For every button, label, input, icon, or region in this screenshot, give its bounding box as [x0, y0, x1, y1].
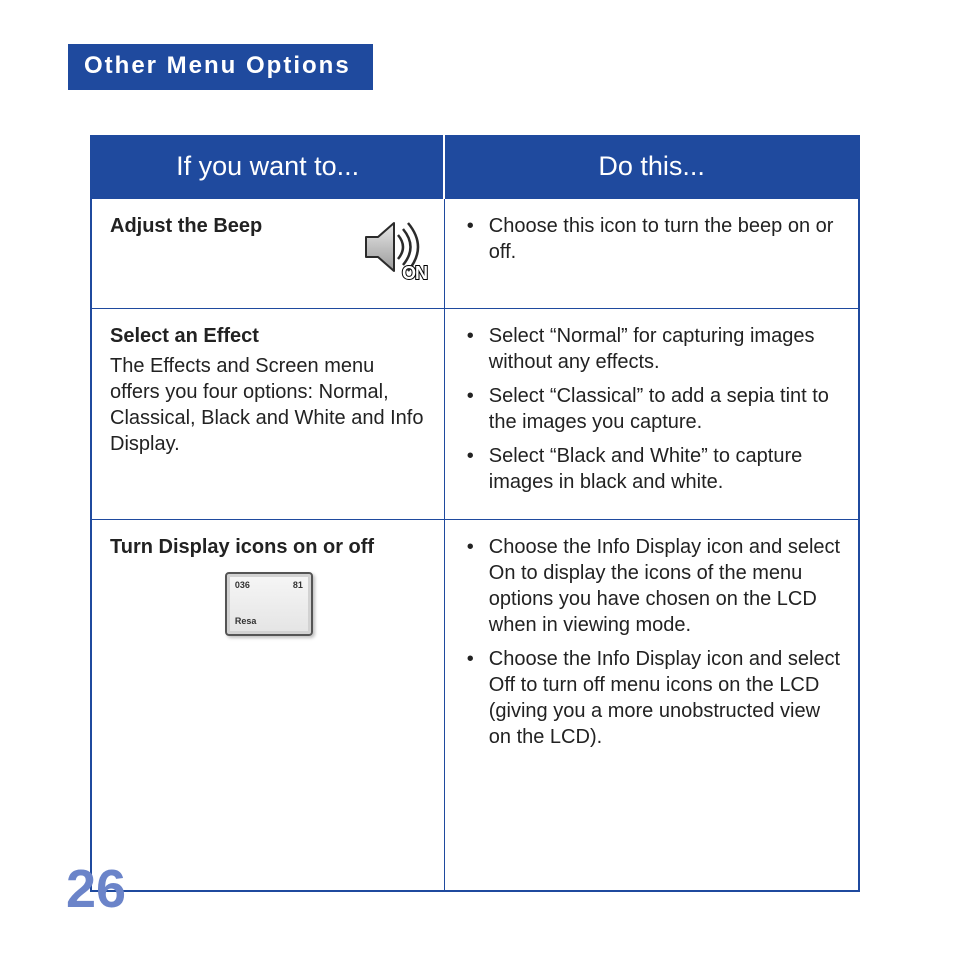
bullet-item: Select “Normal” for capturing images wit…	[463, 323, 842, 375]
lcd-info-icon: 036 81 Resa	[225, 572, 313, 636]
row-body: The Effects and Screen menu offers you f…	[110, 353, 428, 457]
bullet-item: Choose this icon to turn the beep on or …	[463, 213, 842, 265]
page-number: 26	[66, 858, 126, 920]
bullet-item: Select “Black and White” to capture imag…	[463, 443, 842, 495]
table-row: Turn Display icons on or off 036 81 Resa	[91, 520, 859, 892]
bullet-item: Select “Classical” to add a sepia tint t…	[463, 383, 842, 435]
lcd-top-left: 036	[235, 580, 250, 592]
row-title: Adjust the Beep	[110, 213, 262, 239]
table-row: Adjust the Beep	[91, 199, 859, 309]
bullet-list: Choose the Info Display icon and select …	[463, 534, 842, 750]
bullet-list: Choose this icon to turn the beep on or …	[463, 213, 842, 265]
speaker-on-icon: ON	[356, 213, 428, 292]
header-if-you-want-to: If you want to...	[91, 136, 444, 199]
table-header-row: If you want to... Do this...	[91, 136, 859, 199]
row-title: Select an Effect	[110, 323, 428, 349]
row-left-cell: Select an Effect The Effects and Screen …	[91, 309, 444, 520]
options-table: If you want to... Do this... Adjust the …	[90, 135, 860, 892]
lcd-bottom-left: Resa	[235, 616, 257, 626]
header-do-this: Do this...	[444, 136, 859, 199]
svg-text:ON: ON	[402, 263, 427, 283]
manual-page: Other Menu Options If you want to... Do …	[0, 0, 954, 954]
table-row: Select an Effect The Effects and Screen …	[91, 309, 859, 520]
row-left-cell: Adjust the Beep	[91, 199, 444, 309]
row-title: Turn Display icons on or off	[110, 534, 428, 560]
row-right-cell: Choose the Info Display icon and select …	[444, 520, 859, 892]
row-right-cell: Choose this icon to turn the beep on or …	[444, 199, 859, 309]
bullet-item: Choose the Info Display icon and select …	[463, 534, 842, 638]
bullet-list: Select “Normal” for capturing images wit…	[463, 323, 842, 495]
row-right-cell: Select “Normal” for capturing images wit…	[444, 309, 859, 520]
bullet-item: Choose the Info Display icon and select …	[463, 646, 842, 750]
row-left-cell: Turn Display icons on or off 036 81 Resa	[91, 520, 444, 892]
lcd-top-right: 81	[293, 580, 303, 592]
section-header: Other Menu Options	[68, 44, 373, 90]
